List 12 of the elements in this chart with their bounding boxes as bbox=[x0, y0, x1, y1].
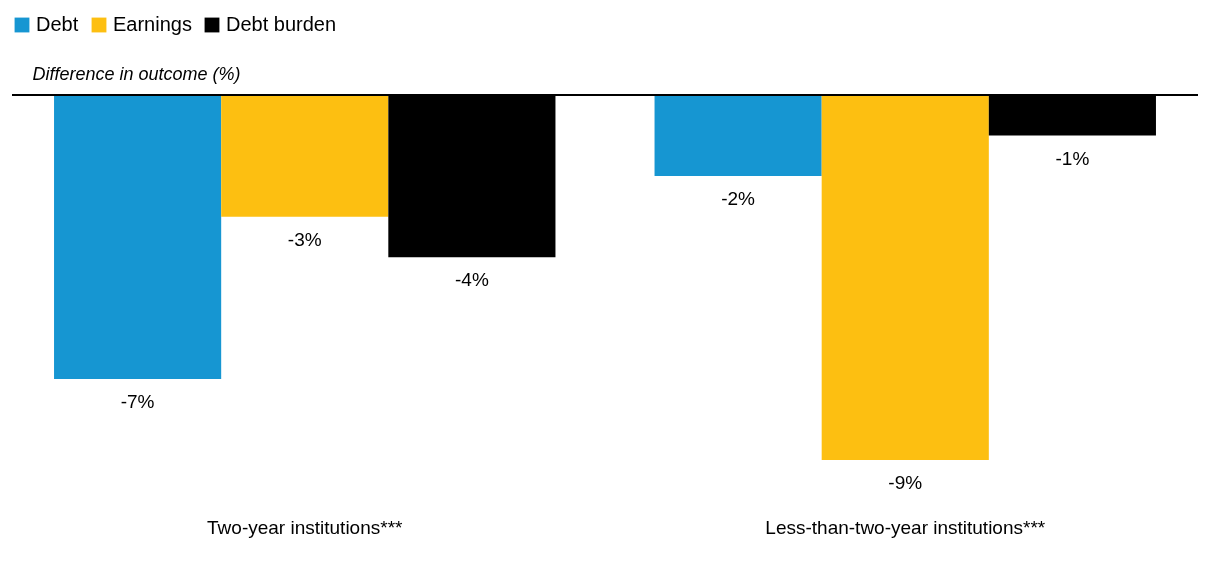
data-label: -2% bbox=[721, 188, 756, 210]
data-label: -7% bbox=[120, 390, 155, 412]
x-tick-label: Less-than-two-year institutions*** bbox=[765, 516, 1046, 538]
data-label: -3% bbox=[287, 228, 322, 250]
data-label: -1% bbox=[1055, 147, 1090, 169]
x-tick-label: Two-year institutions*** bbox=[207, 516, 404, 538]
y-axis-title: Difference in outcome (%) bbox=[32, 63, 241, 84]
legend-label: Debt bbox=[36, 13, 79, 35]
legend-label: Debt burden bbox=[226, 13, 337, 35]
data-label: -9% bbox=[888, 472, 923, 493]
data-label: -4% bbox=[454, 269, 489, 291]
legend-label: Earnings bbox=[113, 13, 192, 35]
